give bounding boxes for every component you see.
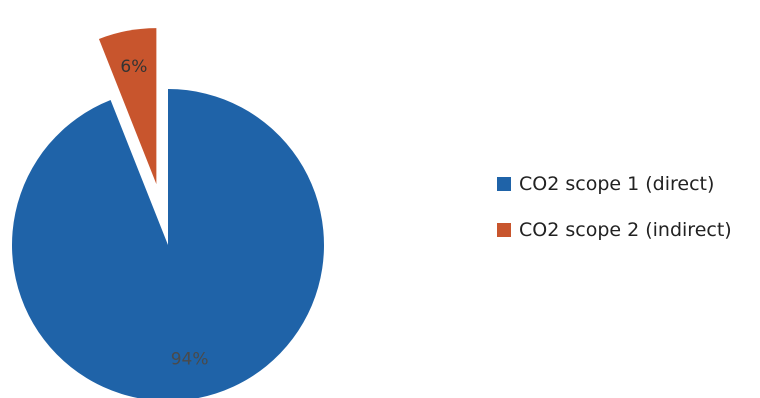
data-label-scope2: 6% (120, 57, 147, 77)
legend-label-scope1: CO2 scope 1 (direct) (519, 173, 715, 195)
legend-item-scope1: CO2 scope 1 (direct) (497, 172, 732, 196)
data-label-scope1: 94% (171, 349, 209, 369)
legend-swatch-scope1 (497, 177, 511, 191)
legend: CO2 scope 1 (direct) CO2 scope 2 (indire… (497, 172, 732, 264)
legend-item-scope2: CO2 scope 2 (indirect) (497, 218, 732, 242)
pie-slice-scope1 (12, 89, 324, 398)
legend-label-scope2: CO2 scope 2 (indirect) (519, 219, 732, 241)
pie-slice-scope2 (98, 28, 157, 185)
legend-swatch-scope2 (497, 223, 511, 237)
